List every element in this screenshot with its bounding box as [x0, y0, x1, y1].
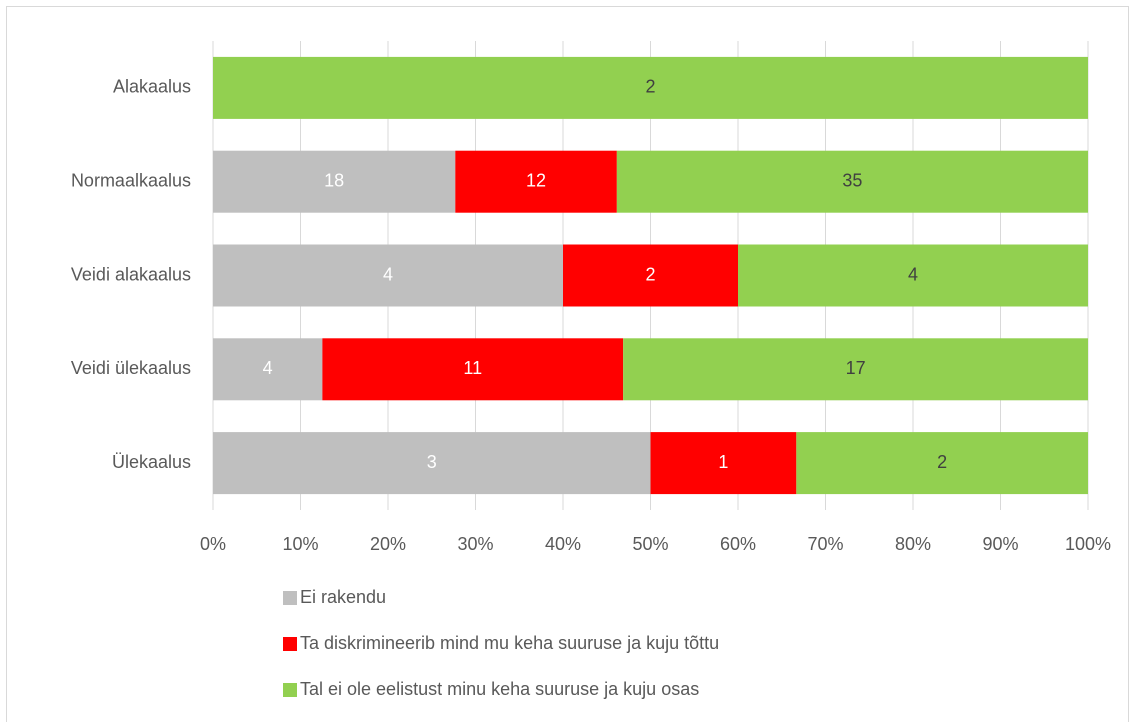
bar-segment [455, 150, 617, 213]
data-label: 18 [324, 170, 344, 190]
bar-segment [213, 56, 1088, 119]
data-label: 3 [427, 452, 437, 472]
bar-segment [616, 150, 1088, 213]
data-label: 4 [263, 358, 273, 378]
y-tick-label: Ülekaalus [112, 452, 191, 472]
data-label: 4 [908, 264, 918, 284]
y-tick-label: Alakaalus [113, 77, 191, 97]
x-tick-label: 20% [370, 534, 406, 554]
bar-segment [213, 150, 456, 213]
data-label: 2 [937, 452, 947, 472]
y-tick-label: Veidi alakaalus [71, 264, 191, 284]
data-label: 12 [526, 170, 546, 190]
bar-segment [322, 338, 624, 401]
bar-segment [213, 432, 651, 495]
data-label: 2 [645, 264, 655, 284]
x-tick-label: 30% [457, 534, 493, 554]
legend-swatch [283, 683, 297, 697]
legend-label: Tal ei ole eelistust minu keha suuruse j… [300, 679, 699, 699]
data-label: 11 [463, 358, 482, 378]
legend-swatch [283, 591, 297, 605]
x-tick-label: 80% [895, 534, 931, 554]
x-tick-label: 40% [545, 534, 581, 554]
x-tick-label: 10% [282, 534, 318, 554]
x-tick-label: 0% [200, 534, 226, 554]
legend-label: Ta diskrimineerib mind mu keha suuruse j… [300, 633, 719, 653]
bar-segment [623, 338, 1088, 401]
bar-segment [650, 432, 797, 495]
bar-segment [563, 244, 738, 307]
bar-segment [796, 432, 1088, 495]
data-label: 35 [842, 170, 862, 190]
y-tick-label: Normaalkaalus [71, 170, 191, 190]
bar-segment [213, 338, 323, 401]
x-tick-label: 60% [720, 534, 756, 554]
data-label: 4 [383, 264, 393, 284]
data-label: 17 [846, 358, 866, 378]
x-tick-label: 70% [807, 534, 843, 554]
bar-segment [738, 244, 1088, 307]
y-tick-label: Veidi ülekaalus [71, 358, 191, 378]
data-label: 2 [645, 77, 655, 97]
x-tick-label: 100% [1065, 534, 1111, 554]
x-tick-label: 50% [632, 534, 668, 554]
legend-label: Ei rakendu [300, 587, 386, 607]
bar-segment [213, 244, 563, 307]
x-tick-label: 90% [982, 534, 1018, 554]
data-label: 1 [718, 452, 728, 472]
legend-swatch [283, 637, 297, 651]
